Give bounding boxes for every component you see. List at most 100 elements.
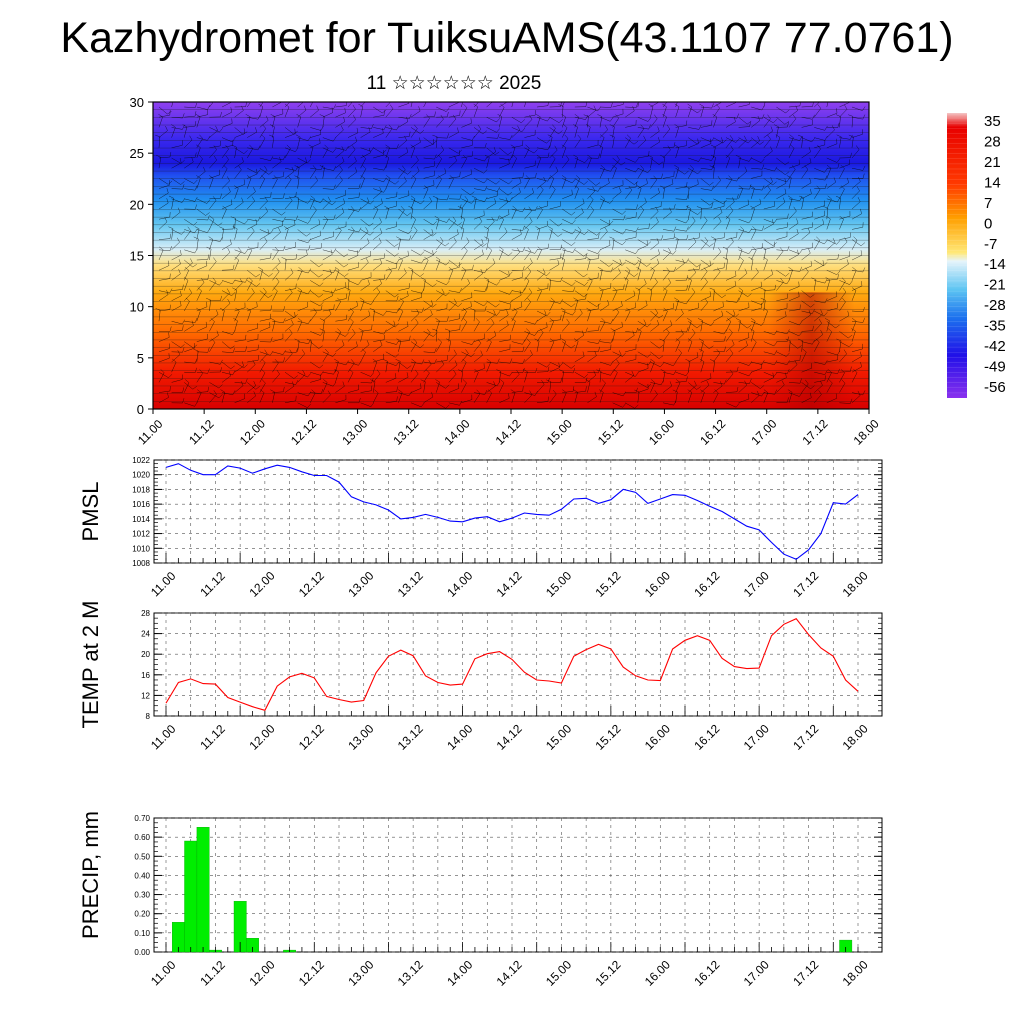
wind-barb-feather: [647, 154, 653, 158]
wind-barb-feather: [257, 145, 261, 151]
wind-barb: [637, 323, 647, 332]
wind-barb: [763, 116, 774, 124]
wind-barb-feather: [772, 242, 777, 246]
x-tick-label: 16.12: [691, 568, 722, 599]
wind-barb: [209, 249, 212, 261]
wind-barb: [335, 259, 344, 268]
wind-barb: [536, 181, 546, 189]
wind-barb: [587, 188, 599, 192]
wind-barb-feather: [239, 278, 243, 284]
wind-barb-feather: [199, 155, 203, 160]
wind-barb-feather: [251, 288, 255, 293]
wind-barb-feather: [213, 390, 217, 395]
wind-barb-feather: [286, 144, 291, 149]
wind-barb: [272, 178, 278, 189]
y-tick-label: 5: [137, 351, 144, 366]
wind-barb: [574, 371, 585, 378]
wind-barb-feather: [219, 281, 223, 286]
wind-barb: [637, 202, 647, 210]
wind-barb-feather: [232, 226, 238, 230]
wind-barb-feather: [837, 163, 840, 169]
wind-barb: [750, 188, 755, 199]
wind-barb-feather: [534, 338, 540, 342]
wind-barb-feather: [354, 167, 358, 172]
wind-barb: [221, 168, 228, 179]
wind-barb-feather: [663, 287, 668, 291]
wind-barb: [234, 259, 240, 271]
wind-barb: [473, 243, 484, 251]
wind-barb: [297, 218, 308, 224]
wind-barb: [826, 218, 831, 230]
wind-barb-feather: [761, 225, 765, 231]
wind-barb: [801, 290, 811, 298]
wind-barb: [171, 263, 181, 271]
wind-barb: [247, 247, 258, 251]
wind-barb-feather: [169, 152, 172, 158]
wind-barb-feather: [655, 206, 659, 212]
wind-barb: [335, 361, 347, 366]
wind-barb: [247, 382, 256, 390]
wind-barb-feather: [527, 267, 532, 272]
wind-barb-feather: [581, 330, 585, 336]
wind-barb: [247, 131, 257, 138]
wind-barb-feather: [273, 175, 278, 180]
wind-barb-feather: [799, 355, 801, 361]
wind-barb-feather: [331, 290, 333, 296]
wind-barb: [310, 259, 319, 267]
wind-barb-feather: [846, 259, 849, 265]
wind-barb-feather: [850, 398, 853, 404]
wind-barb-feather: [860, 351, 862, 357]
wind-barb: [448, 218, 458, 226]
wind-barb: [700, 106, 712, 109]
wind-barb: [625, 295, 636, 302]
wind-barb: [851, 134, 863, 138]
wind-barb-feather: [729, 328, 733, 333]
wind-barb: [436, 382, 446, 389]
wind-barb: [524, 371, 536, 373]
wind-barb: [561, 147, 567, 159]
x-tick-label: 18.00: [840, 721, 871, 752]
y-tick-label: 0.20: [134, 910, 150, 919]
colorbar-label: -42: [984, 338, 1006, 355]
wind-barb-feather: [333, 104, 337, 109]
wind-barb-feather: [650, 379, 656, 383]
wind-barb-feather: [220, 389, 225, 393]
wind-barb: [662, 176, 674, 179]
wind-barb: [297, 198, 300, 210]
wind-barb-feather: [458, 383, 460, 389]
wind-barb-feather: [358, 103, 363, 107]
wind-barb-feather: [479, 217, 483, 222]
wind-barb: [738, 371, 750, 377]
wind-barb-feather: [615, 308, 620, 313]
wind-barb: [625, 216, 637, 220]
wind-barb-feather: [709, 182, 714, 186]
wind-barb: [763, 371, 775, 377]
wind-barb-feather: [158, 113, 163, 118]
wind-barb: [801, 253, 811, 261]
wind-barb: [511, 158, 517, 169]
wind-barb: [826, 398, 837, 404]
wind-barb: [486, 221, 495, 230]
wind-barb-feather: [593, 105, 597, 111]
wind-barb-feather: [256, 283, 261, 287]
wind-barb-feather: [434, 215, 440, 220]
wind-barb: [385, 325, 396, 332]
wind-barb-feather: [546, 139, 551, 144]
wind-barb-feather: [491, 217, 495, 222]
wind-barb: [461, 122, 472, 128]
wind-barb-feather: [706, 380, 710, 386]
wind-barb-feather: [557, 233, 563, 237]
wind-barb: [776, 298, 788, 302]
wind-barb-feather: [261, 379, 266, 384]
wind-barb-feather: [721, 137, 724, 143]
wind-barb: [549, 393, 557, 403]
wind-barb-feather: [674, 124, 679, 128]
wind-barb: [751, 272, 759, 281]
wind-barb: [763, 377, 774, 383]
wind-barb-feather: [395, 323, 399, 328]
wind-barb: [436, 402, 446, 409]
wind-barb: [612, 126, 615, 138]
colorbar-label: 7: [984, 195, 992, 212]
wind-barb: [511, 306, 522, 312]
wind-barb-feather: [500, 103, 505, 108]
